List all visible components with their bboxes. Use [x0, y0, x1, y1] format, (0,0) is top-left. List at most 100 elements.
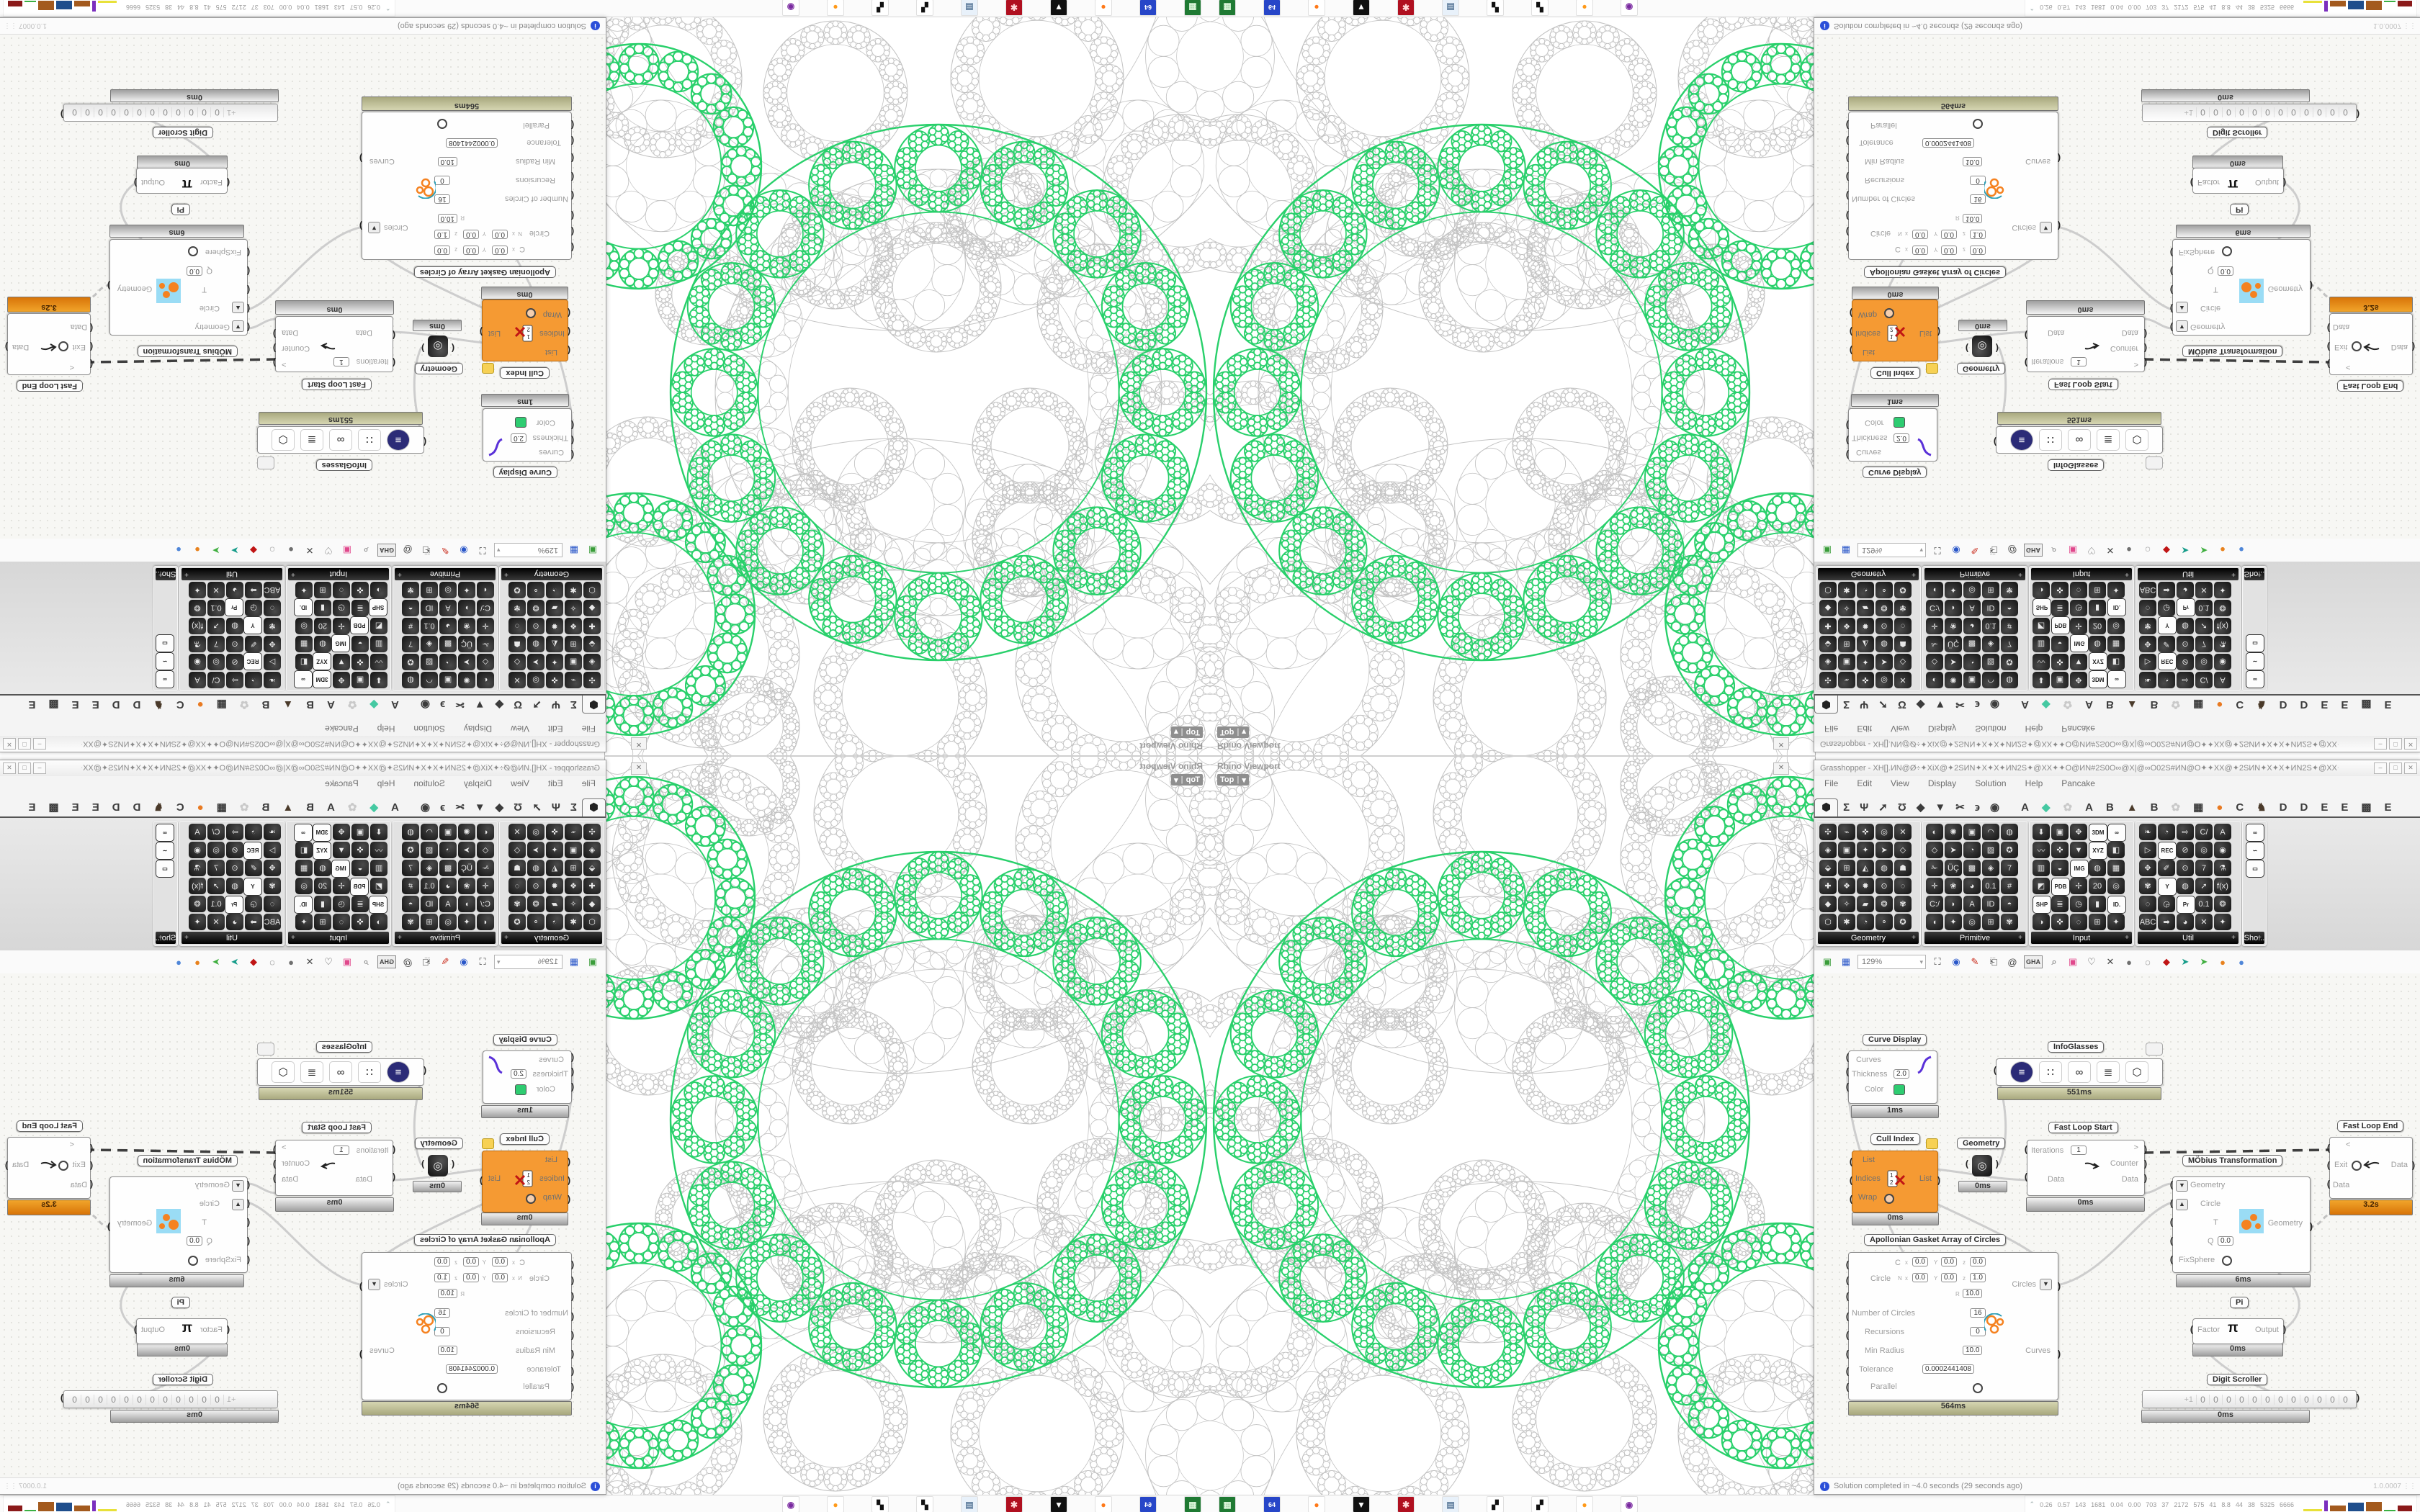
- toolbar-button[interactable]: ●: [2215, 955, 2230, 969]
- component-icon[interactable]: ◆: [583, 600, 601, 616]
- component-icon[interactable]: ✾: [2001, 582, 2018, 598]
- expand-icon[interactable]: +: [2257, 934, 2262, 942]
- digit-slot[interactable]: 0: [2248, 107, 2261, 118]
- component-icon[interactable]: ✢: [333, 618, 350, 634]
- component-icon[interactable]: ID: [421, 600, 438, 616]
- digit-slot[interactable]: 0: [94, 1394, 107, 1405]
- infoglasses-button[interactable]: ∷: [358, 1061, 381, 1083]
- category-tab-icon[interactable]: Σ: [565, 696, 582, 711]
- component-icon[interactable]: ◕: [1963, 618, 1981, 634]
- component-icon[interactable]: A: [439, 600, 457, 616]
- component-icon[interactable]: 0.1: [1982, 618, 1999, 634]
- component-icon[interactable]: ◎: [527, 672, 544, 688]
- color-swatch[interactable]: [1894, 417, 1905, 428]
- palette-group-label[interactable]: Util +: [2138, 932, 2238, 944]
- param-circle[interactable]: Circle: [529, 1274, 550, 1283]
- component-icon[interactable]: ✕: [2195, 582, 2213, 598]
- component-icon[interactable]: ▩: [439, 860, 457, 876]
- param-circle[interactable]: Circle: [1870, 229, 1891, 238]
- digit-slot[interactable]: 0: [2287, 107, 2300, 118]
- nz-value[interactable]: 1.0: [434, 230, 450, 239]
- param-t[interactable]: T: [2213, 285, 2218, 294]
- component-icon[interactable]: ABC: [2139, 582, 2156, 598]
- component-icon[interactable]: ✪: [508, 914, 526, 930]
- menu-item[interactable]: Display: [464, 778, 492, 788]
- toolbar-button[interactable]: ●: [2234, 955, 2249, 969]
- param-min-radius[interactable]: Min Radius: [1865, 1346, 1904, 1355]
- component-icon[interactable]: ▷: [264, 842, 281, 858]
- component-icon[interactable]: ➚: [207, 878, 225, 894]
- menu-item[interactable]: Pancake: [2061, 778, 2095, 788]
- digit-slot[interactable]: 0: [2300, 1394, 2313, 1405]
- taskbar-app-icon[interactable]: ▞: [871, 0, 889, 16]
- component-icon[interactable]: ⊞: [1838, 636, 1855, 652]
- component-icon[interactable]: ◌: [508, 878, 526, 894]
- color-swatch[interactable]: [515, 417, 526, 428]
- param-data-in[interactable]: Data: [356, 1175, 372, 1184]
- component-icon[interactable]: ◷: [333, 896, 350, 912]
- component-icon[interactable]: ◌: [264, 600, 281, 616]
- component-icon[interactable]: ◌: [2070, 914, 2087, 930]
- expand-icon[interactable]: +: [398, 570, 402, 578]
- ny-value[interactable]: 0.0: [1941, 1273, 1957, 1282]
- plugin-tab[interactable]: ▲: [2120, 801, 2144, 816]
- component-icon[interactable]: ◖: [477, 582, 494, 598]
- component-icon[interactable]: ✦: [1945, 914, 1962, 930]
- expand-icon[interactable]: +: [2231, 934, 2236, 942]
- thickness-value[interactable]: 2.0: [511, 433, 526, 443]
- component-icon[interactable]: ⌁: [565, 672, 582, 688]
- exit-toggle[interactable]: [2352, 341, 2362, 351]
- plugin-tab[interactable]: ♞: [2250, 801, 2272, 816]
- component-icon[interactable]: ✥: [264, 636, 281, 652]
- menu-item[interactable]: File: [1824, 724, 1838, 734]
- category-tab-icon[interactable]: Ʊ: [1893, 801, 1912, 816]
- palette-group-label[interactable]: Input +: [2031, 932, 2132, 944]
- digit-sign[interactable]: +1: [2184, 109, 2193, 117]
- plugin-tab[interactable]: B: [2099, 801, 2120, 816]
- rhino-viewport[interactable]: Rhino Viewport Top | ▾ ✕: [604, 756, 1210, 1495]
- component-icon[interactable]: 7: [207, 636, 225, 652]
- recursions-value[interactable]: 0: [434, 176, 450, 185]
- component-icon[interactable]: ✐: [245, 636, 262, 652]
- palette-group-label[interactable]: Sho... +: [156, 932, 176, 944]
- flatten-icon[interactable]: ▼: [232, 320, 244, 332]
- component-icon[interactable]: ◇: [508, 654, 526, 670]
- component-icon[interactable]: ⊙: [2177, 860, 2194, 876]
- nx-value[interactable]: 0.0: [1912, 230, 1928, 239]
- component-icon[interactable]: ◔: [1963, 842, 1981, 858]
- min-radius-value[interactable]: 10.0: [1963, 1346, 1983, 1355]
- component-icon[interactable]: ⬡: [583, 914, 601, 930]
- param-gate[interactable]: <: [70, 363, 74, 372]
- component-icon[interactable]: ◇: [477, 654, 494, 670]
- component-icon[interactable]: ✕: [207, 914, 225, 930]
- toolbar-button[interactable]: ●: [2215, 543, 2230, 557]
- output-curves[interactable]: Curves: [369, 1346, 395, 1355]
- component-icon[interactable]: ➡: [2158, 582, 2175, 598]
- taskbar-app-icon[interactable]: ▞: [1531, 0, 1549, 16]
- plugin-tab[interactable]: ▩: [42, 801, 65, 816]
- component-icon[interactable]: ◍: [527, 636, 544, 652]
- component-icon[interactable]: ➤: [527, 842, 544, 858]
- component-icon[interactable]: ▦: [2107, 860, 2125, 876]
- taskbar-app-icon[interactable]: ✱: [1397, 0, 1415, 16]
- param-recursions[interactable]: Recursions: [516, 1328, 555, 1336]
- component-icon[interactable]: 0.1: [207, 600, 225, 616]
- component-icon[interactable]: 3DM: [2089, 670, 2107, 688]
- param-parallel[interactable]: Parallel: [523, 1382, 550, 1391]
- color-swatch[interactable]: [1894, 1084, 1905, 1095]
- component-icon[interactable]: ID.: [294, 598, 313, 616]
- param-min-radius[interactable]: Min Radius: [516, 1346, 555, 1355]
- toolbar-button[interactable]: ♡: [2084, 955, 2099, 969]
- palette-group-label[interactable]: Primitive +: [1924, 932, 2025, 944]
- output-curves[interactable]: Curves: [369, 157, 395, 166]
- component-icon[interactable]: ✢: [2070, 618, 2087, 634]
- param-iterations[interactable]: Iterations: [357, 1146, 389, 1155]
- component-icon[interactable]: 20: [2089, 878, 2106, 894]
- param-data-in[interactable]: Data: [71, 1181, 87, 1189]
- component-icon[interactable]: ⌁: [1838, 824, 1855, 840]
- toolbar-button[interactable]: ⎗: [419, 955, 434, 969]
- toolbar-button[interactable]: ✕: [2103, 955, 2118, 969]
- q-value[interactable]: 0.0: [2218, 266, 2233, 276]
- param-number-of-circles[interactable]: Number of Circles: [505, 194, 568, 203]
- digit-slot[interactable]: 0: [2235, 107, 2248, 118]
